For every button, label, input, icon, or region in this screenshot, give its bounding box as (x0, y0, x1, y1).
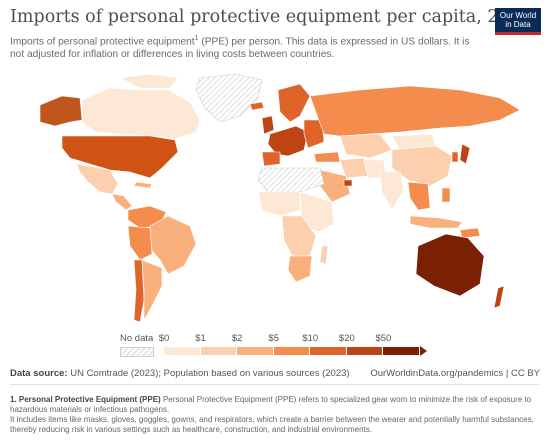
legend-swatch-0[interactable] (164, 347, 200, 355)
region-alaska[interactable] (39, 95, 83, 127)
legend-no-data-label: No data (120, 333, 154, 344)
region-russia[interactable] (309, 85, 521, 137)
region-japan[interactable] (459, 143, 471, 165)
region-peru-bolivia[interactable] (127, 225, 153, 261)
footnote-1: 1. Personal Protective Equipment (PPE) P… (10, 395, 540, 415)
region-southeast-asia[interactable] (407, 181, 431, 211)
legend-label-6: $50 (375, 333, 392, 344)
chart-title: Imports of personal protective equipment… (10, 7, 532, 27)
region-australia[interactable] (415, 233, 485, 297)
region-korea[interactable] (451, 151, 459, 163)
source-text: UN Comtrade (2023); Population based on … (67, 368, 350, 379)
legend-swatch-3[interactable] (273, 347, 310, 355)
region-turkey[interactable] (313, 151, 341, 163)
region-usa[interactable] (61, 135, 179, 179)
subtitle-text-rest: (PPE) per person. This data is expressed… (10, 36, 470, 61)
map-legend: No data $0 $1 $2 $5 $10 $20 $50 (110, 333, 440, 363)
region-uk-ireland[interactable] (261, 115, 275, 135)
source-url-link[interactable]: OurWorldinData.org/pandemics | CC BY (370, 368, 540, 379)
legend-label-1: $1 (195, 333, 206, 344)
region-uae[interactable] (343, 179, 353, 187)
region-canada[interactable] (81, 87, 201, 139)
region-iberia[interactable] (261, 151, 281, 167)
footnotes: 1. Personal Protective Equipment (PPE) P… (10, 395, 540, 435)
legend-label-3: $5 (268, 333, 279, 344)
region-india[interactable] (379, 171, 405, 211)
world-map[interactable] (0, 60, 550, 330)
logo-line-1: Our World (499, 11, 537, 20)
region-southern-africa[interactable] (287, 255, 313, 283)
region-western-europe[interactable] (267, 125, 309, 157)
source-label: Data source: (10, 368, 68, 379)
legend-swatch-1[interactable] (200, 347, 237, 355)
subtitle-text: Imports of personal protective equipment (10, 36, 195, 48)
region-philippines[interactable] (441, 187, 451, 203)
legend-swatch-2[interactable] (237, 347, 273, 355)
legend-arrow-icon (420, 346, 427, 356)
legend-label-5: $20 (338, 333, 355, 344)
region-kazakhstan[interactable] (339, 133, 393, 159)
legend-swatch-5[interactable] (346, 347, 383, 355)
region-new-zealand[interactable] (493, 285, 505, 309)
legend-label-4: $10 (302, 333, 319, 344)
legend-swatch-4[interactable] (310, 347, 346, 355)
region-scandinavia[interactable] (277, 83, 311, 123)
chart-subtitle: Imports of personal protective equipment… (10, 32, 480, 61)
region-canada-islands[interactable] (119, 73, 179, 89)
region-mexico[interactable] (75, 163, 119, 195)
divider (10, 384, 540, 385)
legend-no-data-swatch[interactable] (120, 347, 154, 357)
region-west-africa[interactable] (257, 191, 301, 217)
footnote-marker[interactable]: 1 (194, 35, 199, 42)
region-caribbean[interactable] (133, 181, 153, 189)
region-indonesia[interactable] (409, 215, 463, 229)
region-china[interactable] (391, 145, 453, 187)
region-papua-new-guinea[interactable] (459, 227, 481, 239)
region-argentina[interactable] (141, 259, 163, 321)
legend-label-2: $2 (231, 333, 243, 344)
footnote-1-heading: 1. Personal Protective Equipment (PPE) (10, 395, 161, 404)
legend-label-0: $0 (158, 333, 170, 344)
region-iceland[interactable] (249, 101, 265, 111)
region-central-america[interactable] (111, 193, 133, 211)
owid-logo[interactable]: Our World in Data (495, 8, 541, 35)
region-north-africa[interactable] (257, 167, 325, 193)
region-iran[interactable] (339, 157, 369, 179)
region-greenland[interactable] (195, 73, 263, 123)
legend-swatch-6[interactable] (383, 347, 419, 355)
data-source: Data source: UN Comtrade (2023); Populat… (10, 368, 540, 379)
region-madagascar[interactable] (319, 245, 329, 265)
logo-line-2: in Data (505, 20, 531, 29)
footnote-1-text: Personal Protective Equipment (PPE) refe… (10, 395, 532, 414)
footnote-2: It includes items like masks, gloves, go… (10, 415, 534, 434)
